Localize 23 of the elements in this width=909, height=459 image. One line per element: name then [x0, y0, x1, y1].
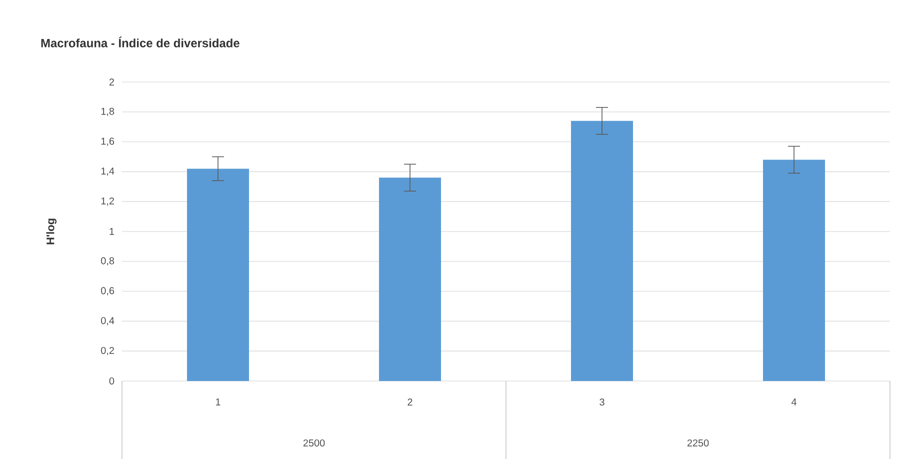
y-tick-label: 0	[109, 377, 114, 385]
y-tick-label: 1	[110, 228, 114, 235]
y-tick-label: 0,2	[101, 346, 114, 356]
bar	[187, 168, 250, 381]
x-tick-label: 2	[408, 398, 412, 406]
y-tick-label: 0,8	[101, 257, 114, 266]
bar	[379, 178, 442, 381]
y-tick-label: 0,6	[101, 287, 114, 296]
y-tick-label: 1,8	[101, 108, 114, 116]
y-tick-label: 1,4	[101, 168, 114, 176]
y-tick-label: 0,4	[101, 317, 114, 326]
x-tick-label: 3	[600, 398, 604, 406]
y-tick-label: 1,2	[101, 197, 114, 206]
bar	[763, 160, 826, 381]
bar	[571, 120, 634, 381]
y-axis-title: H'log	[46, 218, 56, 244]
y-tick-label: 1,6	[101, 138, 114, 146]
text: 2500	[303, 439, 325, 447]
chart-title: Macrofauna - Índice de diversidade	[41, 36, 240, 48]
x-tick-label: 4	[791, 398, 796, 406]
x-tick-label: 1	[216, 398, 220, 406]
y-tick-label: 2	[109, 78, 114, 86]
text: 2250	[687, 439, 709, 447]
